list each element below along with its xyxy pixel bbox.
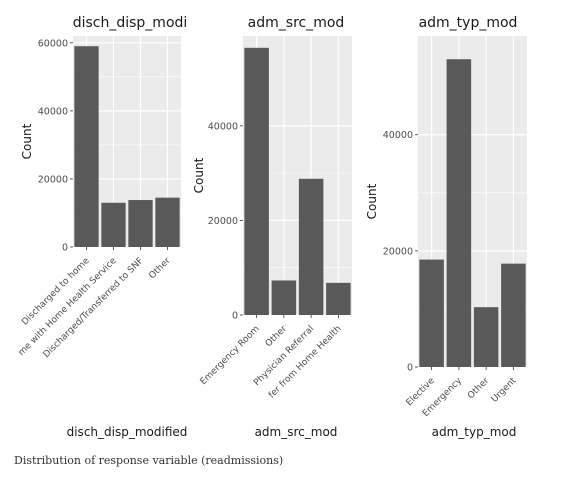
- y-tick-label: 40000: [38, 106, 68, 117]
- chart-title: disch_disp_modi: [73, 15, 188, 31]
- bar: [298, 178, 324, 315]
- x-tick-label: Other: [147, 256, 172, 281]
- chart-title: adm_typ_mod: [419, 15, 518, 31]
- bar: [419, 259, 444, 367]
- y-tick-label: 60000: [38, 38, 68, 49]
- bar: [244, 47, 269, 316]
- y-tick-label: 20000: [383, 246, 413, 257]
- bar: [101, 202, 126, 247]
- y-axis-label: Count: [365, 183, 379, 219]
- x-tick-label: Other: [264, 324, 289, 349]
- bar: [271, 280, 297, 315]
- x-axis-label: adm_typ_mod: [432, 425, 517, 439]
- figure-caption: Distribution of response variable (readm…: [14, 454, 284, 467]
- y-tick-label: 0: [62, 243, 68, 254]
- x-tick-label: me with Home Health Service: [17, 256, 119, 358]
- y-axis-label: Count: [20, 123, 34, 159]
- bar: [446, 59, 472, 368]
- y-tick-label: 20000: [208, 216, 238, 227]
- bar: [128, 200, 153, 247]
- x-axis-label: disch_disp_modified: [67, 425, 188, 439]
- y-tick-label: 40000: [208, 121, 238, 132]
- bar: [473, 307, 499, 367]
- bar: [74, 46, 99, 247]
- y-tick-label: 0: [232, 311, 238, 322]
- x-tick-label: Other: [466, 376, 491, 401]
- bar: [155, 197, 180, 247]
- chart-title: adm_src_mod: [248, 15, 345, 31]
- y-tick-label: 20000: [38, 174, 68, 185]
- x-axis-label: adm_src_mod: [255, 425, 338, 439]
- x-tick-label: Urgent: [490, 376, 519, 405]
- x-tick-label: Emergency Room: [199, 324, 262, 387]
- y-axis-label: Count: [192, 157, 206, 193]
- y-tick-label: 40000: [383, 130, 413, 141]
- bar: [326, 282, 351, 315]
- x-tick-label: Discharged/Transferred to SNF: [42, 256, 146, 360]
- bar: [501, 263, 526, 367]
- y-tick-label: 0: [407, 363, 413, 374]
